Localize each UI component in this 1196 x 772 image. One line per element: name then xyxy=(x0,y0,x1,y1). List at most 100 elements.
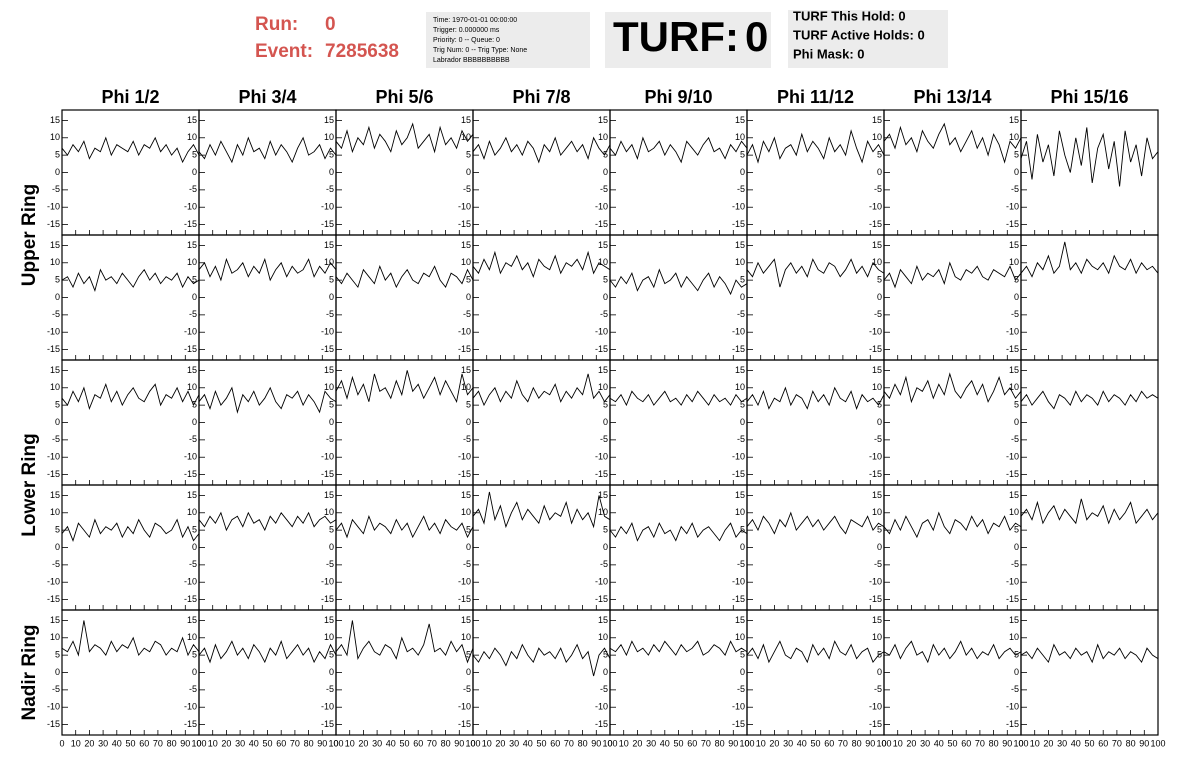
y-tick-label: 15 xyxy=(50,615,60,625)
y-tick-label: 15 xyxy=(324,490,334,500)
y-tick-label: -5 xyxy=(737,684,745,694)
y-tick-label: 15 xyxy=(1009,490,1019,500)
x-tick-label: 20 xyxy=(84,738,94,748)
x-tick-label: 30 xyxy=(372,738,382,748)
y-tick-label: -15 xyxy=(595,219,608,229)
x-tick-label: 90 xyxy=(1139,738,1149,748)
x-tick-label: 0 xyxy=(1018,738,1023,748)
x-tick-label: 60 xyxy=(276,738,286,748)
y-tick-label: -15 xyxy=(732,219,745,229)
column-header: Phi 9/10 xyxy=(644,87,712,107)
y-tick-label: 5 xyxy=(466,650,471,660)
y-tick-label: -10 xyxy=(321,702,334,712)
y-tick-label: 0 xyxy=(192,167,197,177)
waveform xyxy=(335,620,474,664)
y-tick-label: 0 xyxy=(55,167,60,177)
x-tick-label: 40 xyxy=(112,738,122,748)
waveform xyxy=(746,640,885,664)
x-tick-label: 100 xyxy=(1013,738,1028,748)
y-tick-label: -15 xyxy=(321,469,334,479)
y-tick-label: 5 xyxy=(192,150,197,160)
y-tick-label: 10 xyxy=(872,507,882,517)
waveform xyxy=(335,122,474,154)
y-tick-label: -5 xyxy=(874,184,882,194)
y-tick-label: -15 xyxy=(595,469,608,479)
y-tick-label: -5 xyxy=(189,309,197,319)
x-tick-label: 40 xyxy=(797,738,807,748)
y-tick-label: 15 xyxy=(735,240,745,250)
x-tick-label: 50 xyxy=(536,738,546,748)
y-tick-label: -15 xyxy=(869,344,882,354)
y-tick-label: -5 xyxy=(463,309,471,319)
info-line: Time: 1970-01-01 00:00:00 xyxy=(433,17,517,24)
y-tick-label: -15 xyxy=(732,719,745,729)
waveform xyxy=(335,264,474,289)
y-tick-label: 15 xyxy=(1009,115,1019,125)
y-tick-label: -5 xyxy=(52,559,60,569)
y-tick-label: 10 xyxy=(324,257,334,267)
y-tick-label: -10 xyxy=(732,327,745,337)
x-tick-label: 10 xyxy=(893,738,903,748)
y-tick-label: -5 xyxy=(737,309,745,319)
x-tick-label: 30 xyxy=(920,738,930,748)
y-tick-label: 10 xyxy=(598,257,608,267)
y-tick-label: -10 xyxy=(1006,702,1019,712)
waveform xyxy=(883,372,1022,404)
y-tick-label: 5 xyxy=(603,150,608,160)
turf-info-line: Phi Mask: 0 xyxy=(793,46,865,61)
y-tick-label: -5 xyxy=(52,434,60,444)
x-tick-label: 60 xyxy=(961,738,971,748)
y-tick-label: 0 xyxy=(192,417,197,427)
y-tick-label: 10 xyxy=(598,632,608,642)
y-tick-label: -15 xyxy=(595,344,608,354)
waveform xyxy=(883,511,1022,539)
y-tick-label: 10 xyxy=(598,382,608,392)
y-tick-label: 15 xyxy=(461,490,471,500)
x-tick-label: 0 xyxy=(59,738,64,748)
y-tick-label: 0 xyxy=(603,417,608,427)
y-tick-label: 15 xyxy=(461,365,471,375)
y-tick-label: -10 xyxy=(869,577,882,587)
y-tick-label: 10 xyxy=(1009,257,1019,267)
y-tick-label: 0 xyxy=(1014,292,1019,302)
x-tick-label: 50 xyxy=(673,738,683,748)
waveform xyxy=(198,136,337,164)
x-tick-label: 10 xyxy=(619,738,629,748)
info-line: Priority: 0 -- Queue: 0 xyxy=(433,37,500,44)
x-tick-label: 90 xyxy=(728,738,738,748)
y-tick-label: -10 xyxy=(184,702,197,712)
y-tick-label: -10 xyxy=(595,452,608,462)
y-tick-label: 10 xyxy=(187,257,197,267)
y-tick-label: 15 xyxy=(598,615,608,625)
y-tick-label: 10 xyxy=(324,132,334,142)
y-tick-label: 15 xyxy=(187,240,197,250)
x-tick-label: 20 xyxy=(221,738,231,748)
waveform xyxy=(609,136,748,164)
y-tick-label: 10 xyxy=(461,382,471,392)
waveform xyxy=(609,522,748,542)
x-tick-label: 10 xyxy=(1030,738,1040,748)
turf-box xyxy=(605,12,771,68)
waveform xyxy=(746,511,885,535)
y-tick-label: 0 xyxy=(55,667,60,677)
y-tick-label: 15 xyxy=(598,365,608,375)
y-tick-label: 5 xyxy=(329,650,334,660)
y-tick-label: -5 xyxy=(737,434,745,444)
x-tick-label: 40 xyxy=(386,738,396,748)
y-tick-label: 10 xyxy=(1009,632,1019,642)
y-tick-label: -10 xyxy=(595,577,608,587)
y-tick-label: 5 xyxy=(603,525,608,535)
turf-info-line: TURF Active Holds: 0 xyxy=(793,27,925,42)
y-tick-label: -15 xyxy=(321,719,334,729)
waveform xyxy=(1020,241,1159,278)
x-tick-label: 0 xyxy=(333,738,338,748)
y-tick-label: 10 xyxy=(187,507,197,517)
y-tick-label: -5 xyxy=(326,184,334,194)
y-tick-label: -10 xyxy=(458,202,471,212)
info-line: Trigger: 0.000000 ms xyxy=(433,27,500,34)
waveform xyxy=(1020,390,1159,410)
y-tick-label: 10 xyxy=(735,257,745,267)
y-tick-label: 5 xyxy=(466,525,471,535)
y-tick-label: 0 xyxy=(192,667,197,677)
y-tick-label: 15 xyxy=(50,115,60,125)
